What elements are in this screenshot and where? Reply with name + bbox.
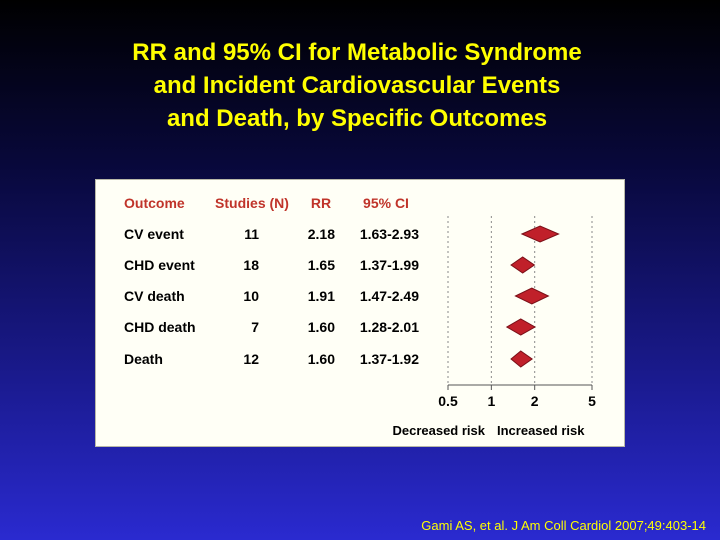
table-header-0: Outcome <box>124 195 185 211</box>
row-rr: 2.18 <box>308 226 335 242</box>
row-outcome: Death <box>124 351 163 367</box>
increased-risk-label: Increased risk <box>497 423 585 438</box>
title-line-3: and Death, by Specific Outcomes <box>166 105 548 132</box>
x-tick-label: 5 <box>588 393 596 409</box>
x-tick-label: 0.5 <box>438 393 458 409</box>
row-studies: 11 <box>244 226 259 242</box>
diamond-death <box>510 350 534 368</box>
x-tick-label: 2 <box>531 393 539 409</box>
row-outcome: CHD death <box>124 319 196 335</box>
slide-title: RR and 95% CI for Metabolic Syndrome and… <box>0 36 714 135</box>
title-line-1: RR and 95% CI for Metabolic Syndrome <box>132 39 582 66</box>
table-header-3: 95% CI <box>363 195 409 211</box>
forest-plot-panel: Outcome Studies (N) RR 95% CI CV event 11 2.18… <box>95 179 625 447</box>
diamond-cv-death <box>514 287 550 305</box>
row-outcome: CHD event <box>124 257 195 273</box>
title-line-2: and Incident Cardiovascular Events <box>153 72 561 99</box>
row-ci: 1.47-2.49 <box>360 288 419 304</box>
table-header-1: Studies (N) <box>215 195 289 211</box>
decreased-risk-label: Decreased risk <box>392 423 485 438</box>
row-rr: 1.60 <box>308 351 335 367</box>
diamond-cv-event <box>520 225 560 243</box>
row-outcome: CV event <box>124 226 184 242</box>
row-studies: 12 <box>243 351 259 367</box>
row-studies: 18 <box>243 257 259 273</box>
x-tick-label: 1 <box>487 393 495 409</box>
row-ci: 1.37-1.92 <box>360 351 419 367</box>
row-rr: 1.91 <box>308 288 335 304</box>
diamond-chd-death <box>505 318 537 336</box>
table-header-2: RR <box>311 195 331 211</box>
row-outcome: CV death <box>124 288 185 304</box>
diamond-chd-event <box>510 256 536 274</box>
citation: Gami AS, et al. J Am Coll Cardiol 2007;4… <box>421 518 706 533</box>
row-rr: 1.65 <box>308 257 335 273</box>
forest-plot: Outcome Studies (N) RR 95% CI CV event 11 2.18… <box>124 195 596 438</box>
row-rr: 1.60 <box>308 319 335 335</box>
row-ci: 1.63-2.93 <box>360 226 419 242</box>
row-studies: 7 <box>251 319 259 335</box>
row-ci: 1.28-2.01 <box>360 319 419 335</box>
row-ci: 1.37-1.99 <box>360 257 419 273</box>
row-studies: 10 <box>243 288 259 304</box>
